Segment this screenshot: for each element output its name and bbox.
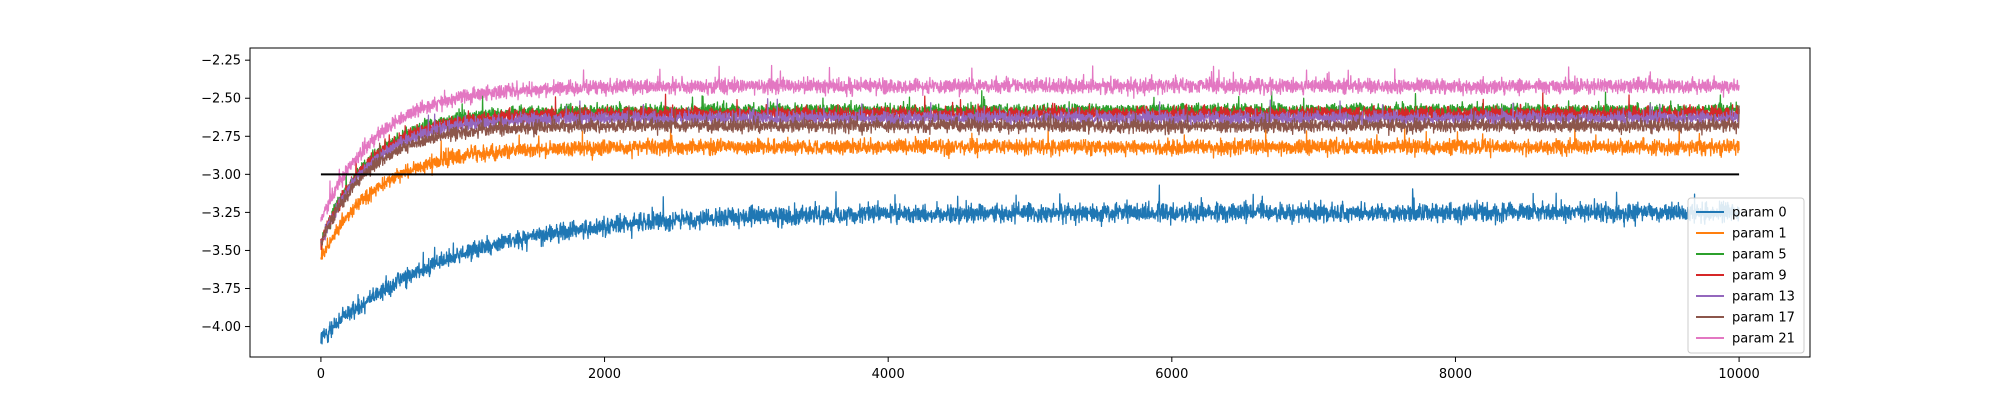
series-layer <box>320 64 1740 345</box>
x-tick-label: 0 <box>317 367 325 382</box>
legend-label: param 17 <box>1732 311 1795 326</box>
x-tick-label: 10000 <box>1718 367 1759 382</box>
series-line-param-21 <box>320 64 1740 222</box>
y-tick-label: −3.75 <box>201 282 241 297</box>
y-tick-label: −2.75 <box>201 130 241 145</box>
y-tick-label: −3.50 <box>201 244 241 259</box>
x-tick-label: 8000 <box>1439 367 1472 382</box>
plot-area <box>320 64 1740 345</box>
y-tick-label: −3.00 <box>201 168 241 183</box>
legend-box <box>1687 197 1805 354</box>
legend-label: param 21 <box>1732 332 1795 347</box>
series-line-param-13 <box>320 98 1740 244</box>
series-line-param-0 <box>320 184 1740 345</box>
x-axis: 0 2000 4000 6000 8000 10000 <box>317 357 1760 382</box>
y-axis: −4.00 −3.75 −3.50 −3.25 −3.00 −2.75 −2.50 −2.25 <box>201 54 250 335</box>
legend-label: param 0 <box>1732 206 1787 221</box>
y-tick-label: −2.25 <box>201 54 241 69</box>
x-tick-label: 4000 <box>872 367 905 382</box>
legend-label: param 5 <box>1732 248 1787 263</box>
legend: param 0 param 1 param 5 param 9 param 13 para… <box>1687 197 1805 354</box>
series-line-param-1 <box>320 124 1740 260</box>
x-tick-label: 2000 <box>588 367 621 382</box>
legend-label: param 9 <box>1732 269 1787 284</box>
x-tick-label: 6000 <box>1155 367 1188 382</box>
legend-label: param 13 <box>1732 290 1795 305</box>
plot-frame <box>249 47 1811 358</box>
y-tick-label: −2.50 <box>201 92 241 107</box>
y-tick-label: −4.00 <box>201 320 241 335</box>
y-tick-label: −3.25 <box>201 206 241 221</box>
legend-label: param 1 <box>1732 227 1787 242</box>
series-line-param-17 <box>320 105 1740 247</box>
